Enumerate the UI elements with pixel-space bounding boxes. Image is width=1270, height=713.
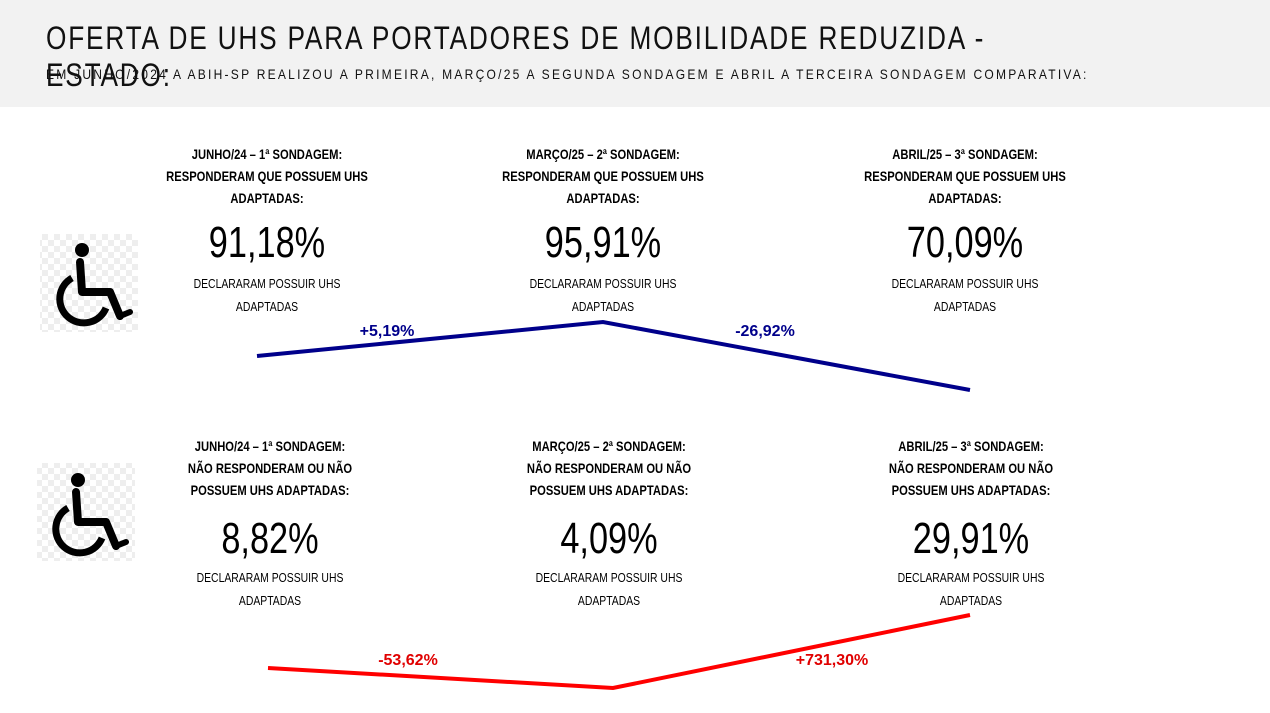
card-caption: DECLARARAM POSSUIR UHS (891, 276, 1039, 291)
card-heading: RESPONDERAM QUE POSSUEM UHS (166, 168, 368, 184)
card-heading: POSSUEM UHS ADAPTADAS: (891, 482, 1051, 498)
change-label: -53,62% (378, 652, 438, 669)
card-heading: ADAPTADAS: (566, 190, 640, 206)
card-value: 4,09% (560, 514, 658, 563)
change-label: +5,19% (359, 323, 415, 340)
card-caption: DECLARARAM POSSUIR UHS (897, 570, 1045, 585)
card-caption: DECLARARAM POSSUIR UHS (529, 276, 677, 291)
card-caption: DECLARARAM POSSUIR UHS (196, 570, 344, 585)
card-heading: NÃO RESPONDERAM OU NÃO (187, 460, 353, 476)
subtitle: EM JUNHO/2024 A ABIH-SP REALIZOU A PRIME… (46, 66, 1089, 82)
title: OFERTA DE UHS PARA PORTADORES DE MOBILID… (46, 20, 986, 93)
card-heading: NÃO RESPONDERAM OU NÃO (526, 460, 692, 476)
card-caption: ADAPTADAS (939, 593, 1003, 608)
card-heading: MARÇO/25 – 2ª SONDAGEM: (526, 146, 680, 162)
card-caption: DECLARARAM POSSUIR UHS (193, 276, 341, 291)
card-heading: RESPONDERAM QUE POSSUEM UHS (502, 168, 704, 184)
card-heading: JUNHO/24 – 1ª SONDAGEM: (194, 438, 346, 454)
header: OFERTA DE UHS PARA PORTADORES DE MOBILID… (0, 0, 1270, 107)
trend-line (267, 613, 971, 691)
card-heading: ADAPTADAS: (230, 190, 304, 206)
card-heading: POSSUEM UHS ADAPTADAS: (529, 482, 689, 498)
card-caption: ADAPTADAS (238, 593, 302, 608)
change-label: -26,92% (735, 323, 795, 340)
card-heading: NÃO RESPONDERAM OU NÃO (888, 460, 1054, 476)
card-heading: RESPONDERAM QUE POSSUEM UHS (864, 168, 1066, 184)
card-heading: POSSUEM UHS ADAPTADAS: (190, 482, 350, 498)
card-value: 70,09% (906, 218, 1024, 267)
card-caption: DECLARARAM POSSUIR UHS (535, 570, 683, 585)
card-caption: ADAPTADAS (235, 299, 299, 314)
card-caption: ADAPTADAS (577, 593, 641, 608)
card-heading: ABRIL/25 – 3ª SONDAGEM: (892, 146, 1038, 162)
change-label: +731,30% (795, 652, 869, 669)
card-value: 95,91% (544, 218, 662, 267)
trend-line (256, 319, 971, 392)
card-caption: ADAPTADAS (933, 299, 997, 314)
card-value: 91,18% (208, 218, 326, 267)
card-heading: JUNHO/24 – 1ª SONDAGEM: (191, 146, 343, 162)
card-heading: ABRIL/25 – 3ª SONDAGEM: (898, 438, 1044, 454)
card-value: 29,91% (912, 514, 1030, 563)
card-value: 8,82% (221, 514, 319, 563)
card-heading: MARÇO/25 – 2ª SONDAGEM: (532, 438, 686, 454)
card-caption: ADAPTADAS (571, 299, 635, 314)
card-heading: ADAPTADAS: (928, 190, 1002, 206)
